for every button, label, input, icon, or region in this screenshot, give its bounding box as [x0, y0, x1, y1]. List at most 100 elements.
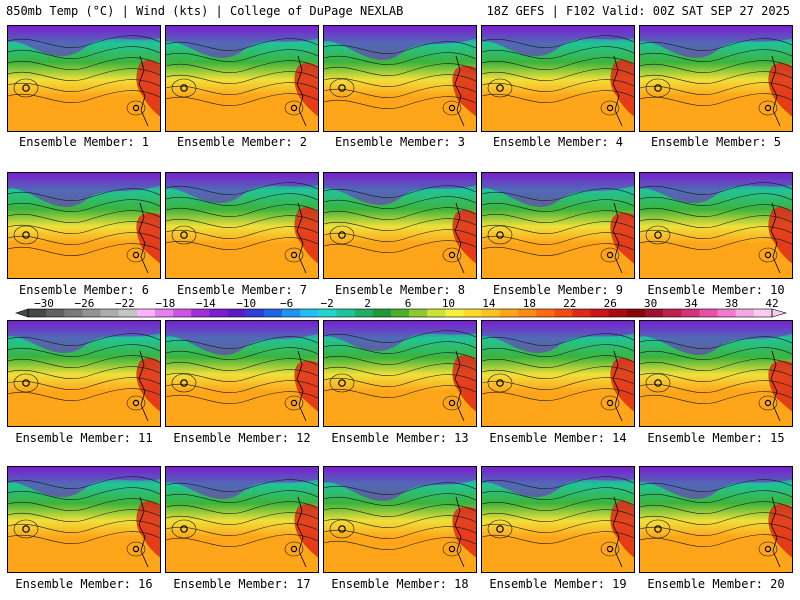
ensemble-member-label: Ensemble Member: 6	[18, 283, 150, 297]
colorbar-swatch	[663, 309, 682, 317]
ensemble-member-map	[639, 466, 793, 573]
colorbar-swatch	[155, 309, 174, 317]
colorbar-tick-label: 22	[563, 297, 576, 310]
low-center-west	[496, 231, 504, 239]
contour-lines	[640, 479, 792, 557]
low-center-east	[606, 104, 614, 112]
cold-air-mass	[640, 26, 792, 58]
cold-air-mass	[8, 26, 160, 57]
ensemble-member-map	[323, 466, 477, 573]
ensemble-member-label: Ensemble Member: 3	[334, 135, 466, 149]
colorbar-tick-label: −2	[320, 297, 333, 310]
low-center-east	[132, 104, 140, 112]
ensemble-member-map	[639, 172, 793, 279]
ensemble-member-label: Ensemble Member: 16	[15, 577, 153, 591]
map-title: 850mb Temp (°C) | Wind (kts) | College o…	[6, 4, 404, 18]
colorbar-swatch	[82, 309, 101, 317]
temperature-map	[8, 173, 160, 278]
cold-air-mass	[166, 321, 318, 355]
colorbar-tick-label: 18	[523, 297, 536, 310]
temperature-map	[8, 26, 160, 131]
low-center-east	[606, 545, 614, 553]
temperature-map	[324, 467, 476, 572]
colorbar-swatch	[227, 309, 247, 317]
colorbar-swatch	[590, 309, 609, 317]
coastline	[612, 350, 623, 422]
colorbar-swatch	[445, 309, 464, 317]
low-center-west	[654, 525, 662, 533]
temperature-map	[482, 321, 634, 426]
colorbar-swatch	[191, 309, 210, 317]
temperature-map	[640, 321, 792, 426]
temperature-map	[8, 321, 160, 426]
ensemble-member-label: Ensemble Member: 7	[176, 283, 308, 297]
colorbar-swatch	[735, 309, 755, 317]
contour-lines	[324, 482, 476, 557]
temperature-map	[482, 26, 634, 131]
ensemble-member-map	[165, 320, 319, 427]
low-center-west	[654, 84, 662, 92]
colorbar-swatch	[318, 309, 337, 317]
low-center-east	[132, 251, 140, 259]
colorbar-max-arrow	[771, 308, 788, 318]
cold-air-mass	[482, 26, 634, 57]
ensemble-member-map	[165, 172, 319, 279]
contour-lines	[482, 333, 634, 411]
coastline	[138, 55, 149, 127]
ensemble-member-map	[165, 466, 319, 573]
colorbar-swatch	[336, 309, 355, 317]
ensemble-member-map	[7, 172, 161, 279]
colorbar-swatch	[554, 309, 573, 317]
colorbar-tick-label: −6	[280, 297, 293, 310]
contour-lines	[640, 38, 792, 116]
colorbar-swatch	[517, 309, 537, 317]
contour-lines	[640, 336, 792, 411]
cold-air-mass	[482, 321, 634, 353]
colorbar-swatch	[644, 309, 664, 317]
contour-lines	[8, 188, 160, 263]
low-center-east	[764, 545, 772, 553]
ensemble-member-map	[481, 25, 635, 132]
temperature-map	[482, 467, 634, 572]
low-center-west	[22, 231, 30, 239]
low-center-west	[180, 84, 188, 92]
colorbar-swatch	[608, 309, 628, 317]
cold-air-mass	[324, 467, 476, 501]
warm-air-mass	[294, 62, 318, 117]
colorbar-tick-label: 10	[442, 297, 455, 310]
low-center-west	[654, 379, 662, 387]
contour-lines	[482, 476, 634, 557]
contour-lines	[166, 38, 318, 116]
colorbar-tick-label: 42	[765, 297, 778, 310]
ensemble-member-label: Ensemble Member: 18	[331, 577, 469, 591]
low-center-east	[290, 104, 298, 112]
colorbar-swatch	[626, 309, 646, 317]
coastline	[296, 496, 307, 568]
contour-lines	[324, 330, 476, 411]
colorbar-swatch	[209, 309, 228, 317]
ensemble-member-map	[7, 320, 161, 427]
ensemble-member-map	[639, 320, 793, 427]
ensemble-member-label: Ensemble Member: 12	[173, 431, 311, 445]
colorbar-tick-label: 38	[725, 297, 738, 310]
temperature-map	[640, 173, 792, 278]
coastline	[612, 55, 623, 127]
cold-air-mass	[482, 173, 634, 207]
coastline	[454, 202, 465, 274]
colorbar-swatch	[28, 309, 47, 317]
colorbar-swatch	[427, 309, 446, 317]
cold-air-mass	[8, 467, 160, 498]
coastline	[296, 55, 307, 127]
contour-lines	[482, 35, 634, 116]
coastline	[612, 202, 623, 274]
colorbar-swatch	[572, 309, 591, 317]
colorbar-swatch	[136, 309, 156, 317]
coastline	[138, 350, 149, 422]
coastline	[770, 202, 781, 274]
coastline	[296, 202, 307, 274]
warm-air-mass	[136, 357, 160, 412]
low-center-west	[22, 379, 30, 387]
temperature-map	[324, 173, 476, 278]
low-center-east	[606, 399, 614, 407]
colorbar-swatch	[536, 309, 555, 317]
